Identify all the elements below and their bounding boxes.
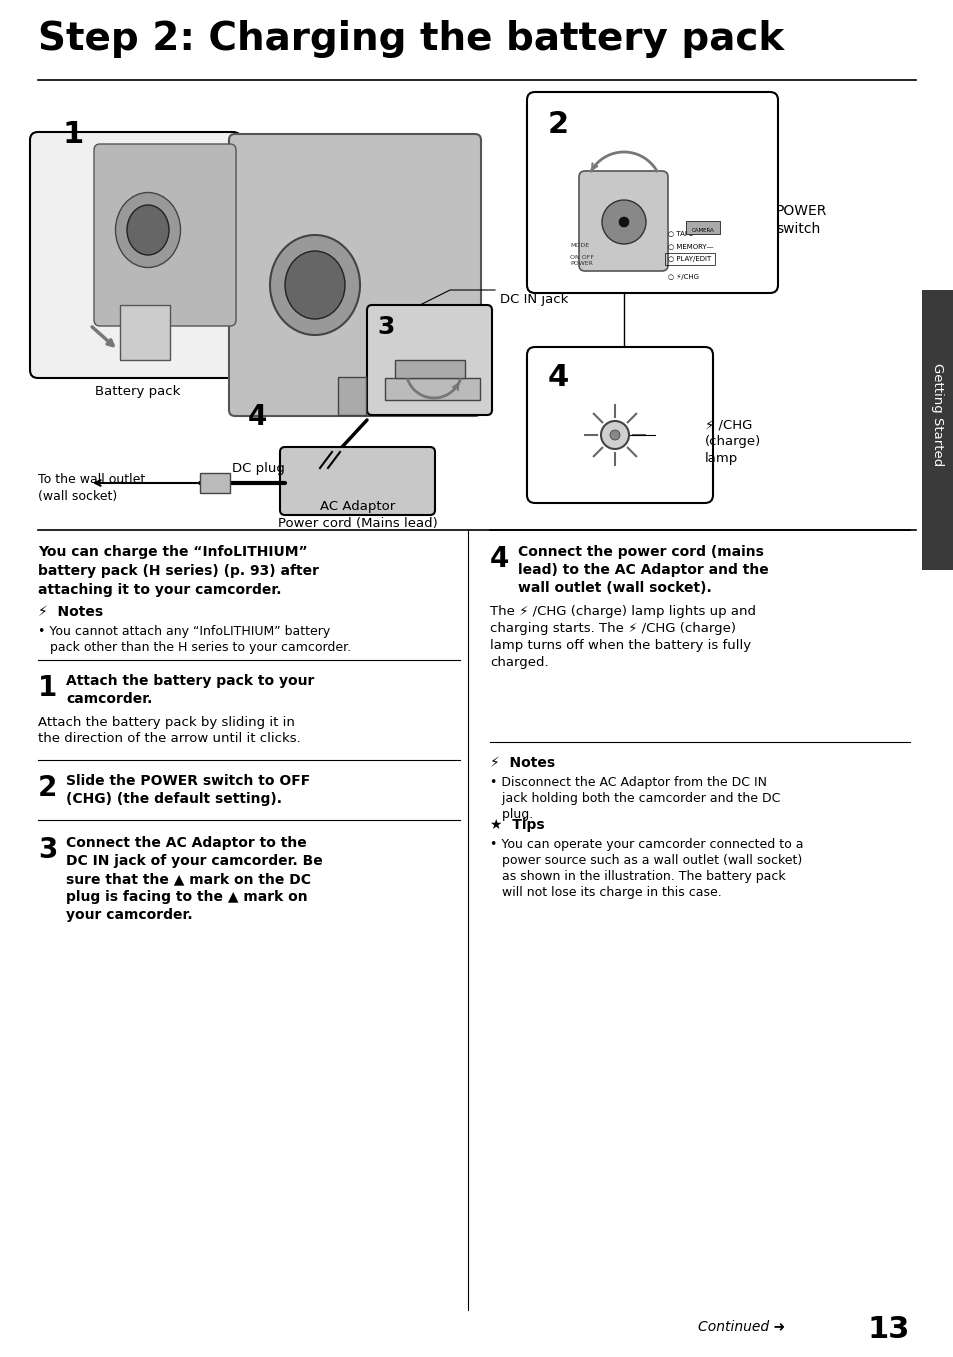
Text: as shown in the illustration. The battery pack: as shown in the illustration. The batter…	[490, 870, 785, 883]
Ellipse shape	[270, 235, 359, 335]
Text: lamp turns off when the battery is fully: lamp turns off when the battery is fully	[490, 639, 750, 651]
Text: 2: 2	[547, 110, 569, 138]
Text: ⚡  Notes: ⚡ Notes	[38, 605, 103, 619]
Text: 4: 4	[248, 403, 267, 432]
Text: DC plug: DC plug	[232, 461, 284, 475]
Text: 13: 13	[866, 1315, 909, 1343]
Text: Connect the AC Adaptor to the: Connect the AC Adaptor to the	[66, 836, 307, 849]
Circle shape	[609, 430, 619, 440]
FancyBboxPatch shape	[367, 305, 492, 415]
Text: POWER
switch: POWER switch	[775, 204, 826, 236]
Circle shape	[601, 199, 645, 244]
Text: 2: 2	[38, 773, 57, 802]
Text: Step 2: Charging the battery pack: Step 2: Charging the battery pack	[38, 20, 783, 58]
Text: power source such as a wall outlet (wall socket): power source such as a wall outlet (wall…	[490, 854, 801, 867]
Bar	[385, 379, 479, 400]
Text: ○ ⚡/CHG: ○ ⚡/CHG	[667, 274, 699, 280]
Circle shape	[618, 217, 628, 227]
Bar	[395, 360, 464, 379]
Text: plug is facing to the ▲ mark on: plug is facing to the ▲ mark on	[66, 890, 307, 904]
Bar	[200, 474, 230, 493]
Bar	[921, 290, 953, 570]
Text: DC IN jack: DC IN jack	[499, 293, 568, 305]
Bar	[337, 377, 366, 415]
Text: battery pack (H series) (p. 93) after: battery pack (H series) (p. 93) after	[38, 565, 318, 578]
Text: wall outlet (wall socket).: wall outlet (wall socket).	[517, 581, 711, 594]
Text: the direction of the arrow until it clicks.: the direction of the arrow until it clic…	[38, 731, 300, 745]
Text: pack other than the H series to your camcorder.: pack other than the H series to your cam…	[38, 641, 351, 654]
Text: Slide the POWER switch to OFF: Slide the POWER switch to OFF	[66, 773, 310, 788]
Text: To the wall outlet
(wall socket): To the wall outlet (wall socket)	[38, 474, 145, 503]
Text: ○ PLAY/EDIT: ○ PLAY/EDIT	[667, 256, 711, 262]
Text: 1: 1	[38, 674, 57, 702]
Text: Attach the battery pack by sliding it in: Attach the battery pack by sliding it in	[38, 716, 294, 729]
Text: ON OFF
POWER: ON OFF POWER	[569, 255, 594, 266]
Text: Getting Started: Getting Started	[930, 364, 943, 467]
Bar	[120, 305, 170, 360]
Text: plug.: plug.	[490, 807, 533, 821]
Text: ⚡ /CHG
(charge)
lamp: ⚡ /CHG (charge) lamp	[704, 418, 760, 465]
Text: lead) to the AC Adaptor and the: lead) to the AC Adaptor and the	[517, 563, 768, 577]
Text: Power cord (Mains lead): Power cord (Mains lead)	[278, 517, 437, 531]
FancyBboxPatch shape	[526, 92, 778, 293]
Text: 1: 1	[62, 119, 83, 149]
Text: Attach the battery pack to your: Attach the battery pack to your	[66, 674, 314, 688]
Text: 3: 3	[38, 836, 57, 864]
Ellipse shape	[285, 251, 345, 319]
Text: 4: 4	[547, 364, 569, 392]
Text: (CHG) (the default setting).: (CHG) (the default setting).	[66, 792, 282, 806]
Ellipse shape	[127, 205, 169, 255]
Text: • You can operate your camcorder connected to a: • You can operate your camcorder connect…	[490, 839, 802, 851]
Text: The ⚡ /CHG (charge) lamp lights up and: The ⚡ /CHG (charge) lamp lights up and	[490, 605, 755, 617]
Text: attaching it to your camcorder.: attaching it to your camcorder.	[38, 584, 281, 597]
Text: will not lose its charge in this case.: will not lose its charge in this case.	[490, 886, 721, 898]
FancyBboxPatch shape	[94, 144, 235, 326]
Text: • You cannot attach any “InfoLITHIUM” battery: • You cannot attach any “InfoLITHIUM” ba…	[38, 626, 330, 638]
Text: your camcorder.: your camcorder.	[66, 908, 193, 921]
Text: charged.: charged.	[490, 655, 548, 669]
Text: ★  Tips: ★ Tips	[490, 818, 544, 832]
FancyBboxPatch shape	[280, 446, 435, 516]
Text: CAMERA: CAMERA	[691, 228, 714, 233]
Text: 4: 4	[490, 546, 509, 573]
Text: camcorder.: camcorder.	[66, 692, 152, 706]
Text: • Disconnect the AC Adaptor from the DC IN: • Disconnect the AC Adaptor from the DC …	[490, 776, 766, 788]
Text: ○ TAPE: ○ TAPE	[667, 229, 693, 236]
Text: sure that the ▲ mark on the DC: sure that the ▲ mark on the DC	[66, 873, 311, 886]
FancyBboxPatch shape	[526, 347, 712, 503]
Circle shape	[600, 421, 628, 449]
Text: MODE: MODE	[569, 243, 589, 248]
FancyBboxPatch shape	[685, 221, 720, 233]
FancyBboxPatch shape	[229, 134, 480, 417]
Text: jack holding both the camcorder and the DC: jack holding both the camcorder and the …	[490, 792, 780, 805]
FancyBboxPatch shape	[578, 171, 667, 271]
Ellipse shape	[115, 193, 180, 267]
Text: charging starts. The ⚡ /CHG (charge): charging starts. The ⚡ /CHG (charge)	[490, 622, 735, 635]
Text: AC Adaptor: AC Adaptor	[320, 499, 395, 513]
Text: Battery pack: Battery pack	[95, 385, 180, 398]
FancyBboxPatch shape	[30, 132, 241, 379]
Text: ⚡  Notes: ⚡ Notes	[490, 756, 555, 769]
Text: 3: 3	[376, 315, 394, 339]
Text: Connect the power cord (mains: Connect the power cord (mains	[517, 546, 763, 559]
Text: Continued ➜: Continued ➜	[698, 1320, 784, 1334]
Text: ○ MEMORY—: ○ MEMORY—	[667, 243, 713, 248]
Text: You can charge the “InfoLITHIUM”: You can charge the “InfoLITHIUM”	[38, 546, 307, 559]
Text: DC IN jack of your camcorder. Be: DC IN jack of your camcorder. Be	[66, 854, 322, 868]
